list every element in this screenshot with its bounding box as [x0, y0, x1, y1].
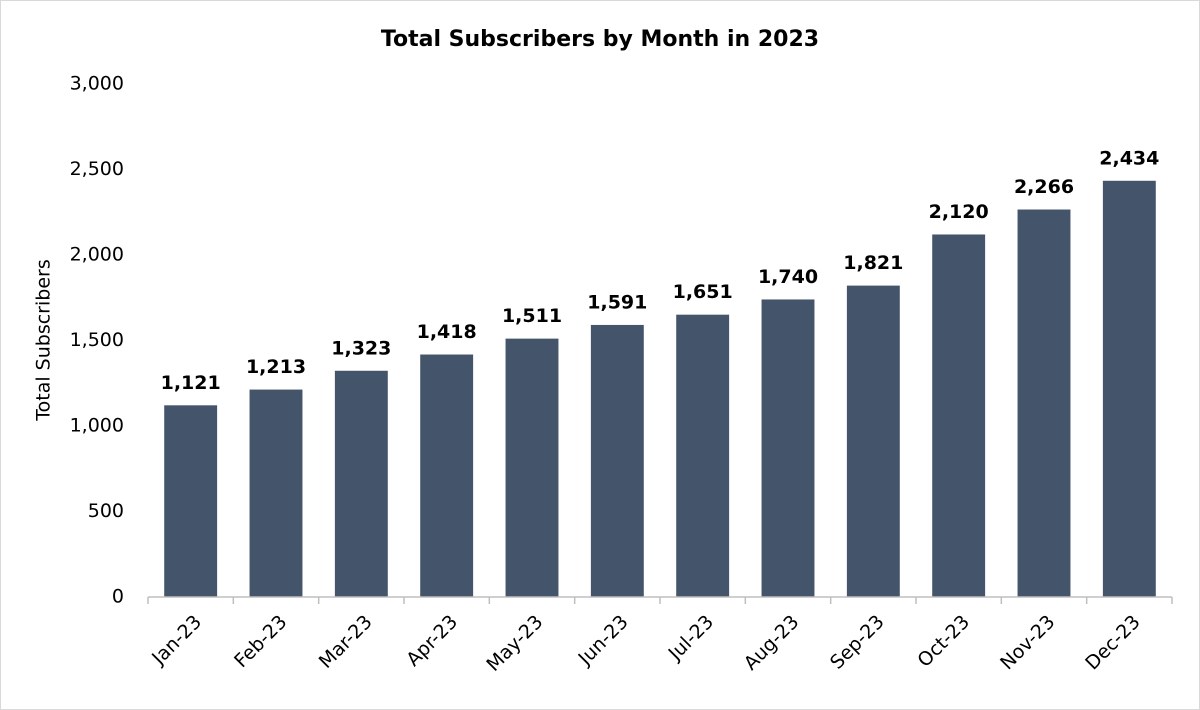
y-tick-label: 2,500: [70, 158, 124, 180]
bar: [932, 234, 986, 598]
value-label: 1,821: [843, 252, 903, 274]
bar: [676, 314, 730, 597]
bar: [164, 405, 218, 597]
value-label: 2,266: [1014, 176, 1074, 198]
chart-title: Total Subscribers by Month in 2023: [381, 27, 819, 52]
y-tick-label: 500: [88, 500, 124, 522]
y-tick-label: 1,500: [70, 329, 124, 351]
bar: [334, 370, 388, 597]
value-label: 1,591: [587, 291, 647, 313]
value-label: 1,323: [331, 337, 391, 359]
value-label: 1,213: [246, 356, 306, 378]
y-tick-label: 0: [112, 586, 124, 608]
value-label: 2,434: [1099, 147, 1159, 169]
bar: [846, 285, 900, 597]
value-label: 1,740: [758, 266, 818, 288]
y-tick-label: 1,000: [70, 415, 124, 437]
y-axis-label: Total Subscribers: [33, 259, 55, 421]
bar: [1017, 209, 1071, 597]
value-label: 1,418: [417, 321, 477, 343]
value-label: 1,651: [673, 281, 733, 303]
y-tick-label: 3,000: [70, 73, 124, 95]
bar: [420, 354, 474, 597]
bar: [761, 299, 815, 597]
bar: [1102, 180, 1156, 597]
value-label: 1,511: [502, 305, 562, 327]
y-tick-label: 2,000: [70, 244, 124, 266]
bar: [249, 389, 303, 597]
value-label: 1,121: [161, 372, 221, 394]
bar: [505, 338, 559, 597]
value-label: 2,120: [929, 201, 989, 223]
bar: [590, 324, 644, 597]
